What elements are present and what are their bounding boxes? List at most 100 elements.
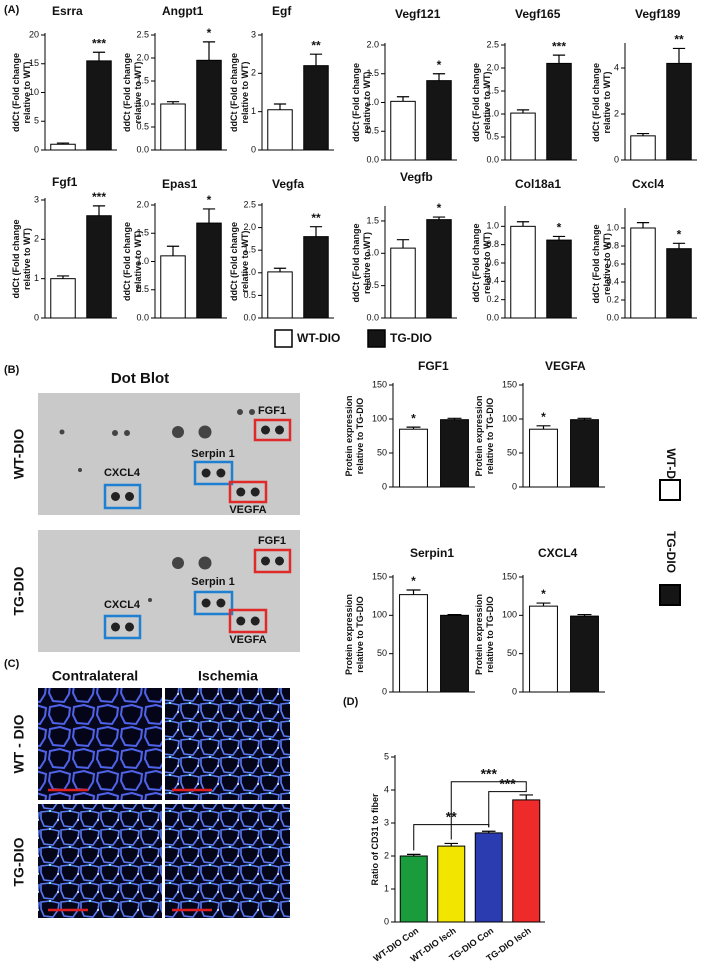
- y-tick-label: 0.0: [486, 154, 499, 164]
- error-bar: [432, 73, 446, 81]
- row-label: WT - DIO: [11, 714, 27, 773]
- blot-box: [103, 614, 142, 640]
- blot-dot: [172, 426, 184, 438]
- y-tick-label: 0.5: [136, 121, 149, 131]
- y-axis-label-line: ddCt (Fold change: [471, 63, 481, 142]
- y-tick-label: 4: [614, 62, 619, 72]
- bar: [50, 143, 76, 151]
- bar: [529, 605, 558, 693]
- blot-dot: [111, 492, 120, 501]
- y-tick-label: 0.5: [243, 290, 256, 300]
- bar: [630, 135, 656, 161]
- error-bar: [202, 41, 216, 61]
- significance-label: *: [437, 58, 442, 72]
- y-tick-label: 5: [34, 116, 39, 126]
- blot-label: VEGFA: [229, 504, 266, 516]
- bar: [390, 247, 416, 319]
- y-axis-label-line: ddCt (Fold change: [351, 224, 361, 303]
- y-axis-label-line: relative to WT): [362, 71, 372, 133]
- y-tick-label: 0.0: [366, 154, 379, 164]
- bar: [399, 428, 428, 488]
- bar: [267, 271, 293, 319]
- bar: [666, 248, 692, 319]
- comparison-label: ***: [499, 775, 516, 791]
- y-tick-label: 1.0: [486, 108, 499, 118]
- y-tick-label: 50: [377, 447, 387, 457]
- y-tick-label: 2: [614, 108, 619, 118]
- y-axis-label: ddCt (Fold changerelative to WT): [471, 224, 492, 303]
- blot-dot: [112, 430, 118, 436]
- y-tick-label: 2.0: [366, 39, 379, 49]
- bar: [510, 112, 536, 161]
- blot-dot: [275, 556, 284, 566]
- y-tick-label: 0.5: [366, 126, 379, 136]
- bar: [440, 614, 469, 693]
- y-axis-label-line: relative to WT): [482, 71, 492, 133]
- blot-box: [253, 548, 292, 574]
- y-axis-label-line: relative to WT): [482, 232, 492, 294]
- y-axis-label-line: ddCt (Fold change: [229, 53, 239, 132]
- blot-spots: FGF1 Serpin 1 CXCL4 VEGFA FGF1 Serpin 1 CXCL4 V…: [59, 405, 292, 646]
- y-axis-label-line: ddCt (Fold change: [11, 220, 21, 299]
- bar: [196, 59, 222, 151]
- y-tick-label: 2.5: [136, 29, 149, 39]
- legend-swatch: [659, 584, 681, 606]
- error-bar: [92, 205, 106, 216]
- y-tick-label: 0.4: [486, 276, 499, 286]
- bar: [512, 799, 541, 923]
- y-axis-label: ddCt (Fold changerelative to WT): [591, 63, 612, 142]
- bar: [86, 60, 112, 151]
- y-axis-label-line: Ratio of CD31 to fiber: [370, 793, 380, 886]
- y-tick-label: 0.0: [136, 144, 149, 154]
- bar: [399, 594, 428, 693]
- y-tick-label: 2.5: [243, 199, 256, 209]
- bar: [474, 832, 503, 923]
- y-tick-label: 1.5: [366, 215, 379, 225]
- y-tick-label: 3: [384, 817, 389, 827]
- comparison-label: ***: [481, 765, 498, 781]
- y-tick-label: 0: [512, 481, 517, 491]
- error-bar: [516, 221, 530, 227]
- significance-label: *: [437, 201, 442, 215]
- blot-label: CXCL4: [104, 599, 141, 611]
- y-tick-label: 3: [34, 194, 39, 204]
- y-axis-label-line: relative to WT): [22, 228, 32, 290]
- significance-label: *: [207, 193, 212, 207]
- bar: [546, 239, 572, 319]
- blot-dot: [201, 468, 211, 478]
- y-axis-label: ddCt (Fold changerelative to WT): [351, 63, 372, 142]
- error-bar: [396, 239, 410, 249]
- y-tick-label: 1.0: [366, 248, 379, 258]
- bar: [303, 236, 329, 319]
- y-tick-label: 1.0: [486, 221, 499, 231]
- y-axis-label: Protein expressionrelative to TG-DIO: [344, 594, 365, 675]
- y-axis-label-line: relative to WT): [602, 233, 612, 295]
- y-tick-label: 0: [512, 686, 517, 696]
- y-axis-label: Protein expressionrelative to TG-DIO: [474, 594, 495, 675]
- blot-label: Serpin 1: [191, 448, 234, 460]
- y-tick-label: 0.0: [136, 312, 149, 322]
- y-tick-label: 1.5: [366, 68, 379, 78]
- y-axis-label-line: relative to WT): [240, 230, 250, 292]
- column-label: Ischemia: [198, 668, 258, 684]
- error-bar: [309, 226, 323, 237]
- y-axis-label-line: relative to TG-DIO: [355, 398, 365, 475]
- blot-dot: [198, 425, 212, 439]
- bar: [303, 65, 329, 151]
- y-axis-label: ddCt (Fold changerelative to WT): [229, 222, 250, 301]
- bar: [86, 215, 112, 319]
- y-tick-label: 0.5: [136, 284, 149, 294]
- y-axis-label-line: relative to WT): [602, 71, 612, 133]
- bar: [437, 845, 466, 923]
- legend-label: TG-DIO: [664, 531, 678, 573]
- y-axis-label: ddCt (Fold changerelative to WT): [122, 53, 143, 132]
- blot-dot: [275, 425, 284, 435]
- error-bar: [672, 242, 686, 249]
- y-axis-label-line: ddCt (Fold change: [11, 53, 21, 132]
- row-label: TG-DIO: [11, 566, 27, 615]
- significance-label: **: [311, 38, 321, 52]
- y-tick-label: 150: [372, 571, 387, 581]
- y-axis-label-line: Protein expression: [474, 594, 484, 675]
- dot-blot-title: Dot Blot: [111, 370, 169, 387]
- blot-dot: [59, 429, 65, 435]
